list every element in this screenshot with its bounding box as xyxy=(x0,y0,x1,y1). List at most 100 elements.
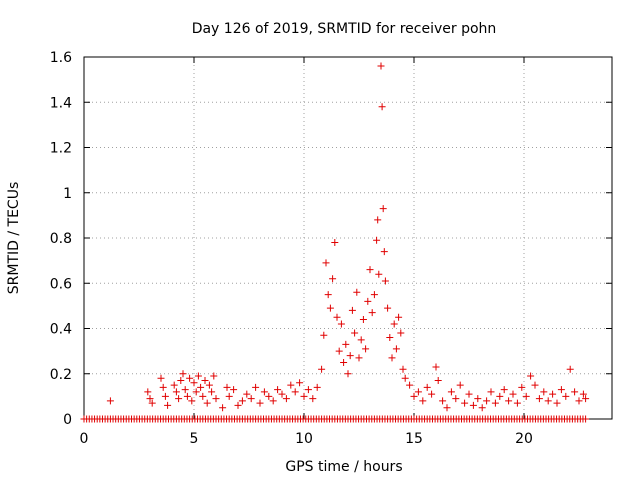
data-point xyxy=(351,329,359,337)
data-point xyxy=(419,397,427,405)
data-point xyxy=(357,336,365,344)
data-point xyxy=(447,388,455,396)
data-point xyxy=(388,354,396,362)
data-point xyxy=(335,347,343,355)
data-point xyxy=(428,390,436,398)
data-point xyxy=(186,374,194,382)
data-point xyxy=(208,388,216,396)
tick-labels: 0 5 10 15 20 0 0.2 0.4 0.6 0.8 1 1.2 1.4 1.6 xyxy=(50,50,533,447)
data-point xyxy=(324,291,332,299)
y-tick-label: 0.4 xyxy=(50,322,72,338)
data-point xyxy=(313,383,321,391)
data-point xyxy=(194,372,202,380)
data-point xyxy=(397,329,405,337)
y-tick-label: 1.4 xyxy=(50,95,72,111)
data-point xyxy=(212,395,220,403)
data-point xyxy=(414,388,422,396)
data-point xyxy=(342,340,350,348)
data-point xyxy=(148,399,156,407)
data-point xyxy=(443,404,451,412)
data-point xyxy=(199,392,207,400)
data-point xyxy=(434,377,442,385)
data-point xyxy=(374,216,382,224)
data-point xyxy=(346,352,354,360)
data-point xyxy=(157,374,165,382)
data-point xyxy=(164,401,172,409)
data-point xyxy=(380,248,388,256)
data-point xyxy=(540,388,548,396)
data-point xyxy=(549,390,557,398)
data-point xyxy=(359,315,367,323)
y-tick-label: 1.2 xyxy=(50,141,72,157)
y-axis-label: SRMTID / TECUs xyxy=(6,182,22,295)
data-point xyxy=(238,397,246,405)
data-point xyxy=(260,388,268,396)
data-point xyxy=(291,388,299,396)
data-point xyxy=(566,365,574,373)
data-point xyxy=(197,383,205,391)
data-point xyxy=(225,392,233,400)
data-point xyxy=(392,345,400,353)
data-point xyxy=(265,392,273,400)
data-point xyxy=(355,354,363,362)
data-point xyxy=(522,392,530,400)
data-point xyxy=(366,266,374,274)
data-point xyxy=(252,383,260,391)
data-point xyxy=(219,404,227,412)
data-point xyxy=(579,390,587,398)
y-tick-label: 0.6 xyxy=(50,276,72,292)
data-point xyxy=(331,239,339,247)
y-tick-label: 0 xyxy=(63,412,72,428)
data-point xyxy=(278,390,286,398)
x-tick-label: 20 xyxy=(515,431,533,447)
data-point xyxy=(337,320,345,328)
data-point xyxy=(179,370,187,378)
data-points xyxy=(80,62,590,423)
data-point xyxy=(378,103,386,111)
data-point xyxy=(203,399,211,407)
data-point xyxy=(329,275,337,283)
data-point xyxy=(379,205,387,213)
data-point xyxy=(531,381,539,389)
data-point xyxy=(535,395,543,403)
data-point xyxy=(269,397,277,405)
data-point xyxy=(509,390,517,398)
data-point xyxy=(362,345,370,353)
y-tick-label: 0.2 xyxy=(50,367,72,383)
data-point xyxy=(340,358,348,366)
data-point xyxy=(582,395,590,403)
data-point xyxy=(500,386,508,394)
data-point xyxy=(177,377,185,385)
data-point xyxy=(439,397,447,405)
data-point xyxy=(386,334,394,342)
data-point xyxy=(410,392,418,400)
data-point xyxy=(146,395,154,403)
data-point xyxy=(562,392,570,400)
data-point xyxy=(381,277,389,285)
data-point xyxy=(375,270,383,278)
data-point xyxy=(287,381,295,389)
data-point xyxy=(188,397,196,405)
data-point xyxy=(370,291,378,299)
data-point xyxy=(487,388,495,396)
data-point xyxy=(571,388,579,396)
data-point xyxy=(423,383,431,391)
data-point xyxy=(183,392,191,400)
data-point xyxy=(181,386,189,394)
y-tick-label: 1 xyxy=(63,186,72,202)
x-tick-label: 5 xyxy=(190,431,199,447)
data-point xyxy=(300,392,308,400)
data-point xyxy=(243,390,251,398)
data-point xyxy=(401,374,409,382)
data-point xyxy=(304,386,312,394)
data-point xyxy=(406,381,414,389)
data-point xyxy=(432,363,440,371)
data-point xyxy=(201,377,209,385)
data-point xyxy=(256,399,264,407)
y-tick-label: 0.8 xyxy=(50,231,72,247)
data-point xyxy=(175,395,183,403)
data-point xyxy=(384,304,392,312)
data-point xyxy=(395,313,403,321)
data-point xyxy=(172,388,180,396)
data-point xyxy=(513,399,521,407)
